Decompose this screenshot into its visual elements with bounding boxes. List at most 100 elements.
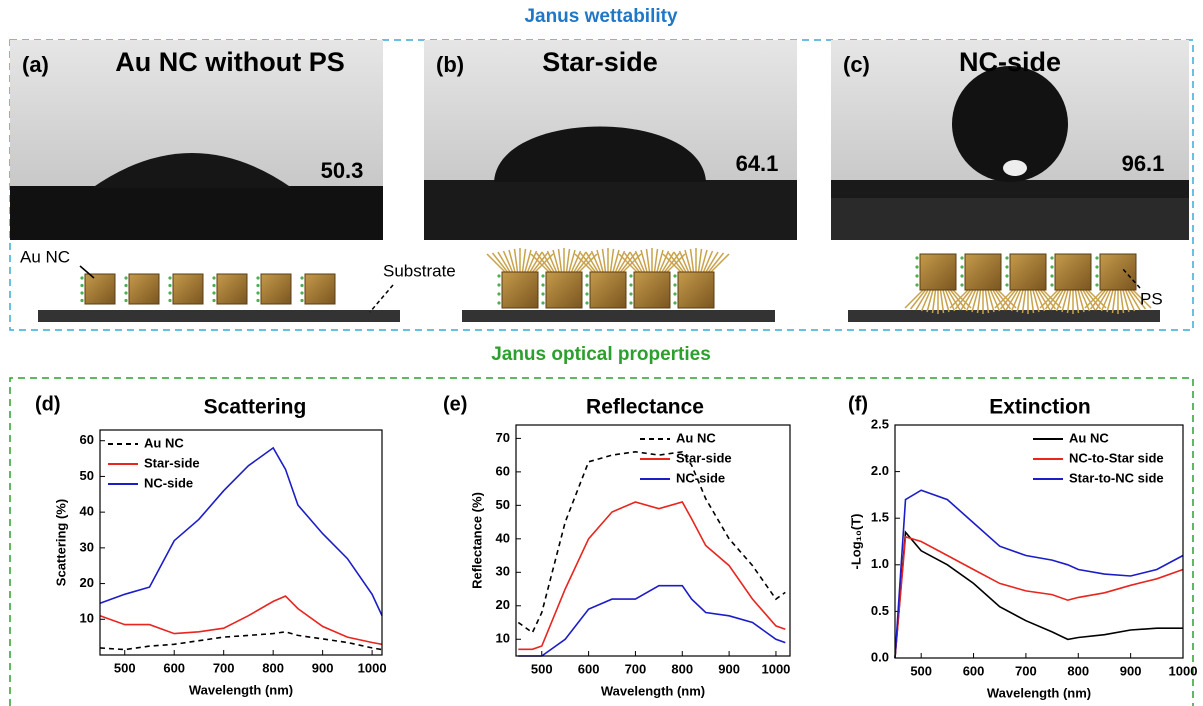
- annotation: Au NC: [20, 247, 70, 266]
- y-tick-label: 50: [80, 468, 94, 483]
- ligand: [915, 274, 918, 277]
- nanocube: [965, 254, 1001, 290]
- ligand: [541, 274, 544, 277]
- nanocube: [1100, 254, 1136, 290]
- ligand: [699, 249, 702, 272]
- ligand: [212, 284, 215, 287]
- ligand: [1005, 265, 1008, 268]
- ligand: [1123, 290, 1129, 312]
- ligand: [80, 299, 83, 302]
- ligand: [300, 299, 303, 302]
- y-tick-label: 60: [80, 432, 94, 447]
- nanocube: [546, 272, 582, 308]
- ligand: [978, 290, 981, 313]
- ligand: [1062, 290, 1068, 312]
- y-tick-label: 40: [496, 530, 510, 545]
- ligand: [1113, 290, 1116, 313]
- y-tick-label: 50: [496, 497, 510, 512]
- ligand: [80, 284, 83, 287]
- ligand: [541, 283, 544, 286]
- x-tick-label: 1000: [761, 661, 790, 676]
- ligand: [212, 291, 215, 294]
- ligand: [569, 250, 575, 272]
- nanocube: [173, 274, 203, 304]
- x-axis-label: Wavelength (nm): [601, 683, 705, 698]
- ligand: [541, 292, 544, 295]
- ligand: [497, 292, 500, 295]
- ligand: [613, 250, 619, 272]
- legend-label: NC-side: [144, 475, 193, 490]
- ligand: [685, 250, 691, 272]
- x-tick-label: 900: [1120, 663, 1142, 678]
- legend-label: NC-side: [676, 470, 725, 485]
- ligand: [629, 274, 632, 277]
- contact-angle: 96.1: [1122, 151, 1165, 176]
- chart-title: Extinction: [989, 396, 1091, 419]
- ligand: [1050, 256, 1053, 259]
- nanocube: [634, 272, 670, 308]
- y-tick-label: 0.0: [871, 649, 889, 664]
- ligand: [1023, 290, 1026, 313]
- ligand: [629, 292, 632, 295]
- ligand: [497, 274, 500, 277]
- ligand: [553, 250, 559, 272]
- ligand: [629, 283, 632, 286]
- ligand: [168, 284, 171, 287]
- nanocube: [1055, 254, 1091, 290]
- schematic: [38, 248, 1160, 322]
- page: {"header":{"title":"Janus wettability","…: [0, 0, 1203, 706]
- ligand: [988, 290, 994, 312]
- ligand: [1050, 283, 1053, 286]
- ligand: [927, 290, 933, 312]
- legend-label: Au NC: [1069, 430, 1109, 445]
- y-tick-label: 2.0: [871, 463, 889, 478]
- panel-label: (b): [436, 52, 464, 77]
- ligand: [915, 265, 918, 268]
- section-title: Janus optical properties: [491, 344, 711, 365]
- line-series: [895, 490, 1183, 658]
- ligand: [960, 283, 963, 286]
- ligand: [915, 283, 918, 286]
- legend-label: Au NC: [676, 430, 716, 445]
- ligand: [1033, 290, 1039, 312]
- x-tick-label: 800: [1067, 663, 1089, 678]
- x-axis-label: Wavelength (nm): [189, 682, 293, 697]
- x-tick-label: 500: [114, 660, 136, 675]
- chart-title: Scattering: [204, 396, 307, 419]
- ligand: [585, 274, 588, 277]
- line-series: [895, 537, 1183, 658]
- section-title: Janus wettability: [524, 6, 678, 27]
- ligand: [124, 299, 127, 302]
- legend-label: Au NC: [144, 435, 184, 450]
- section-box: [10, 378, 1193, 706]
- ligand: [691, 249, 694, 272]
- ligand: [300, 291, 303, 294]
- x-tick-label: 600: [578, 661, 600, 676]
- ligand: [541, 301, 544, 304]
- ligand: [629, 301, 632, 304]
- y-tick-label: 20: [496, 597, 510, 612]
- nanocube: [1010, 254, 1046, 290]
- ligand: [168, 276, 171, 279]
- y-tick-label: 20: [80, 575, 94, 590]
- y-axis-label: Scattering (%): [53, 499, 68, 586]
- y-tick-label: 40: [80, 504, 94, 519]
- legend-label: Star-side: [676, 450, 732, 465]
- ligand: [585, 292, 588, 295]
- line-series: [100, 596, 382, 644]
- ligand: [523, 249, 526, 272]
- y-tick-label: 2.5: [871, 416, 889, 431]
- y-tick-label: 10: [80, 611, 94, 626]
- contact-angle: 50.3: [321, 158, 364, 183]
- ligand: [960, 265, 963, 268]
- x-tick-label: 1000: [358, 660, 387, 675]
- nanocube: [217, 274, 247, 304]
- ligand: [943, 290, 949, 312]
- x-tick-label: 800: [262, 660, 284, 675]
- ligand: [1005, 283, 1008, 286]
- ligand: [915, 256, 918, 259]
- ligand: [1005, 256, 1008, 259]
- x-tick-label: 900: [718, 661, 740, 676]
- contact-angle: 64.1: [736, 151, 779, 176]
- ligand: [256, 291, 259, 294]
